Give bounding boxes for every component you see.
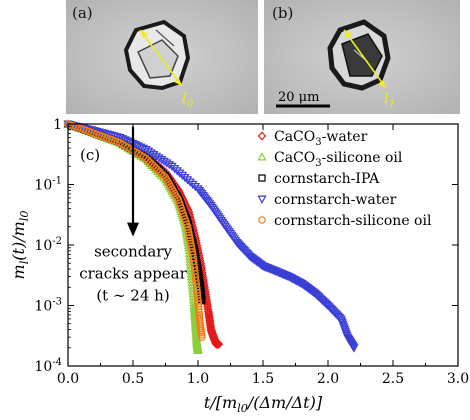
data-point: [203, 306, 213, 316]
annotation-text: (t ∼ 24 h): [96, 287, 169, 305]
length-arrow-a: [139, 29, 183, 87]
length-arrow-b: [343, 29, 387, 89]
data-point: [148, 160, 156, 168]
y-tick-label: 10-1: [34, 176, 62, 194]
data-point: [193, 291, 202, 300]
data-point: [186, 236, 195, 245]
data-point: [193, 345, 203, 355]
data-point: [186, 239, 195, 248]
y-tick-label: 10-3: [34, 297, 62, 315]
data-point: [214, 339, 224, 349]
scale-bar: 20 μm: [276, 90, 330, 108]
annotation-arrow-head: [127, 222, 139, 237]
legend-marker: [258, 174, 266, 182]
legend-entry: cornstarch-IPA: [258, 171, 380, 187]
legend-label: CaCO3-water: [274, 129, 368, 148]
x-tick-label: 0.0: [57, 371, 79, 387]
x-tick-label: 0.5: [122, 371, 144, 387]
data-point: [185, 178, 195, 187]
data-point: [194, 305, 203, 314]
data-point: [205, 316, 215, 325]
panel-label-a: (a): [72, 4, 93, 22]
data-point: [185, 231, 193, 239]
data-point: [184, 225, 192, 234]
length-label-a: l0: [182, 89, 194, 110]
x-tick-label: 2.0: [317, 371, 339, 387]
data-point: [172, 167, 182, 176]
legend-marker: [257, 152, 267, 161]
data-point: [195, 308, 203, 316]
y-axis-label: ml​(t)/ml0​: [9, 211, 31, 280]
y-tick-label: 10-2: [34, 236, 62, 254]
series-cornstarch-silicone-oil: [64, 120, 206, 341]
data-point: [185, 234, 194, 242]
x-axis-label: t/[ml0​/(Δm/Δt)]: [204, 393, 323, 415]
micrograph-panel-a: (a) l0: [66, 0, 258, 114]
panel-label-c: (c): [80, 146, 100, 164]
data-point: [151, 164, 160, 172]
micrograph-panel-b: (b) l1 20 μm: [264, 0, 460, 114]
panel-label-b: (b): [272, 4, 293, 22]
length-label-b: l1: [384, 89, 395, 110]
annotation: secondary cracks appear (t ∼ 24 h): [79, 126, 188, 305]
data-point: [193, 286, 201, 294]
annotation-text: cracks appear: [79, 265, 187, 283]
data-point: [175, 169, 185, 178]
data-point: [146, 158, 154, 167]
data-point: [192, 283, 201, 292]
legend-entry: cornstarch-silicone oil: [258, 213, 432, 229]
x-tick-label: 1.5: [252, 371, 274, 387]
legend-entry: CaCO3-silicone oil: [257, 150, 403, 169]
data-point: [155, 168, 164, 176]
data-point: [188, 180, 198, 190]
data-point: [144, 156, 152, 165]
legend-marker: [257, 195, 267, 204]
data-marks: [63, 119, 359, 355]
data-point: [182, 176, 193, 185]
data-point: [194, 302, 203, 311]
data-point: [187, 245, 196, 253]
x-tick-label: 1.0: [187, 371, 209, 387]
data-point: [204, 314, 214, 324]
data-point: [198, 333, 206, 341]
data-point: [164, 161, 175, 170]
data-point: [187, 242, 196, 250]
data-point: [167, 162, 177, 172]
data-point: [169, 165, 180, 174]
legend-marker: [258, 216, 266, 224]
legend-entry: cornstarch-water: [257, 192, 397, 208]
data-point: [184, 228, 193, 237]
data-point: [193, 289, 202, 297]
data-point: [204, 312, 214, 322]
data-point: [183, 222, 192, 231]
data-point: [177, 171, 188, 181]
y-tick-label: 1: [53, 117, 62, 133]
legend-label: cornstarch-water: [274, 192, 397, 208]
legend-marker: [257, 131, 267, 141]
data-point: [180, 174, 190, 183]
legend-label: CaCO3-silicone oil: [274, 150, 403, 169]
data-point: [153, 166, 162, 174]
data-point: [194, 300, 203, 308]
data-point: [150, 162, 158, 170]
annotation-text: secondary: [94, 243, 172, 261]
data-point: [204, 310, 214, 320]
data-point: [205, 317, 215, 327]
legend-entry: CaCO3-water: [257, 129, 368, 148]
data-point: [194, 297, 202, 305]
data-point: [142, 154, 150, 163]
data-point: [349, 344, 359, 353]
scale-bar-label: 20 μm: [278, 90, 319, 105]
x-tick-label: 3.0: [447, 371, 469, 387]
legend-label: cornstarch-IPA: [274, 171, 380, 187]
data-point: [190, 183, 201, 192]
legend: CaCO3-water CaCO3-silicone oil cornstarch-…: [257, 129, 432, 229]
x-tick-label: 2.5: [382, 371, 404, 387]
data-point: [157, 169, 166, 178]
data-point: [193, 294, 202, 303]
data-point: [204, 308, 214, 318]
legend-label: cornstarch-silicone oil: [274, 213, 432, 229]
